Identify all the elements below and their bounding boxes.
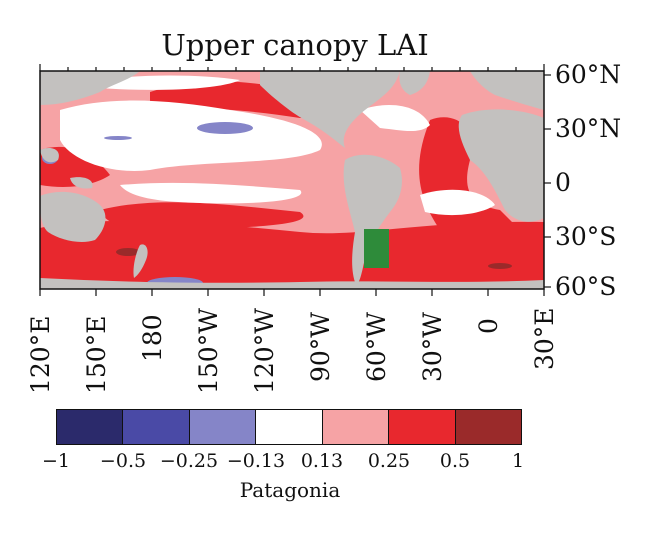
strong-spot-southeast [488,263,512,269]
lat-label-30n: 30°N [555,114,622,143]
lon-label-0: 0 [474,318,503,334]
colorbar-swatch-1 [57,410,124,444]
north-pacific-white [60,100,322,171]
negative-patch-dateline [104,136,132,140]
colorbar-tick-3: −0.25 [159,450,219,472]
southern-ocean-band [40,220,544,289]
lon-label-60w: 60°W [362,311,391,382]
colorbar-tick-1: −1 [41,450,71,472]
land-masses [40,71,544,289]
lon-label-120w: 120°W [250,308,279,394]
colorbar [56,409,522,445]
lon-label-90w: 90°W [306,311,335,382]
colorbar-swatch-6 [389,410,456,444]
lon-label-120e: 120°E [26,315,55,394]
lon-label-150w: 150°W [194,308,223,394]
lon-label-180: 180 [138,314,167,362]
lon-label-150e: 150°E [82,315,111,394]
colorbar-swatch-5 [322,410,390,444]
colorbar-tick-4: −0.13 [226,450,286,472]
strong-spot-south [116,248,140,256]
north-atlantic-white [360,105,430,132]
colorbar-tick-5: 0.13 [300,450,344,472]
lon-label-30e: 30°E [530,307,559,370]
patagonia-region [364,229,389,268]
lat-label-30s: 30°S [555,222,617,251]
lat-label-eq: 0 [555,168,571,197]
colorbar-swatch-3 [189,410,257,444]
south-atlantic-white [420,189,495,216]
colorbar-tick-7: 0.5 [439,450,471,472]
lon-label-30w: 30°W [418,311,447,382]
lat-label-60n: 60°N [555,60,622,89]
colorbar-tick-2: −0.5 [99,450,147,472]
colorbar-tick-6: 0.25 [367,450,411,472]
colorbar-tick-8: 1 [511,450,525,472]
negative-patch-north-pacific [197,122,253,134]
lat-label-60s: 60°S [555,272,617,301]
map-title: Upper canopy LAI [161,28,429,62]
colorbar-swatch-4 [256,410,323,444]
arctic-white [100,75,240,90]
colorbar-caption: Patagonia [239,478,341,502]
south-pacific-band [100,202,304,231]
colorbar-swatch-2 [123,410,190,444]
map-ticks [39,64,551,296]
colorbar-swatch-7 [455,410,521,444]
equatorial-white [120,182,302,204]
